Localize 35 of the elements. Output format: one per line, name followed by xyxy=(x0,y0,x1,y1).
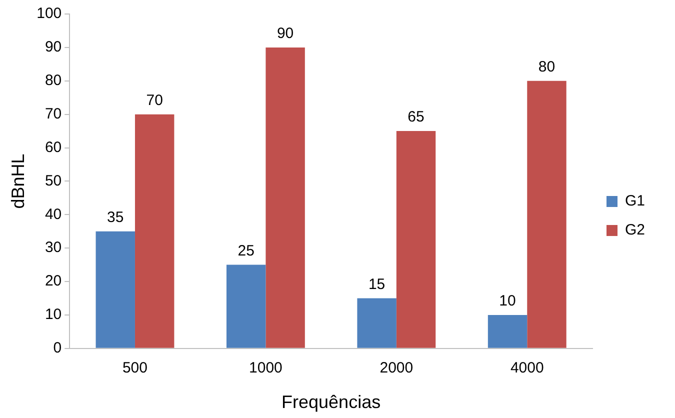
bar xyxy=(396,131,436,348)
data-label: 80 xyxy=(538,58,556,76)
y-tick-label: 20 xyxy=(44,272,62,290)
bar xyxy=(134,114,174,348)
bar xyxy=(96,231,135,348)
data-label: 65 xyxy=(408,108,424,126)
y-tick-label: 90 xyxy=(44,38,62,56)
y-tick-label: 100 xyxy=(36,5,62,22)
y-tick-label: 0 xyxy=(53,340,62,357)
x-tick-label: 500 xyxy=(122,360,148,377)
data-label: 90 xyxy=(276,25,294,42)
y-tick-label: 60 xyxy=(44,138,62,156)
bar xyxy=(488,314,528,348)
data-label: 15 xyxy=(368,276,386,293)
y-tick-label: 70 xyxy=(44,105,62,122)
legend-label: G2 xyxy=(624,222,646,239)
legend-label: G1 xyxy=(624,192,646,210)
data-label: 35 xyxy=(107,209,124,226)
y-tick-label: 10 xyxy=(44,306,62,324)
bar xyxy=(357,298,396,348)
data-label: 70 xyxy=(146,92,163,109)
y-tick-label: 40 xyxy=(44,206,62,223)
y-axis-title: dBnHL xyxy=(8,154,28,209)
y-tick-label: 80 xyxy=(44,72,62,90)
y-tick-label: 30 xyxy=(44,239,62,256)
bar xyxy=(226,264,266,348)
bar xyxy=(527,80,566,348)
data-label: 25 xyxy=(238,242,254,260)
x-tick-label: 2000 xyxy=(380,360,414,377)
data-label: 10 xyxy=(499,292,516,310)
x-tick-label: 1000 xyxy=(249,360,282,377)
bar xyxy=(266,47,305,348)
x-tick-label: 4000 xyxy=(510,360,544,377)
y-tick-label: 50 xyxy=(44,172,62,190)
x-axis-title: Frequências xyxy=(282,392,381,412)
